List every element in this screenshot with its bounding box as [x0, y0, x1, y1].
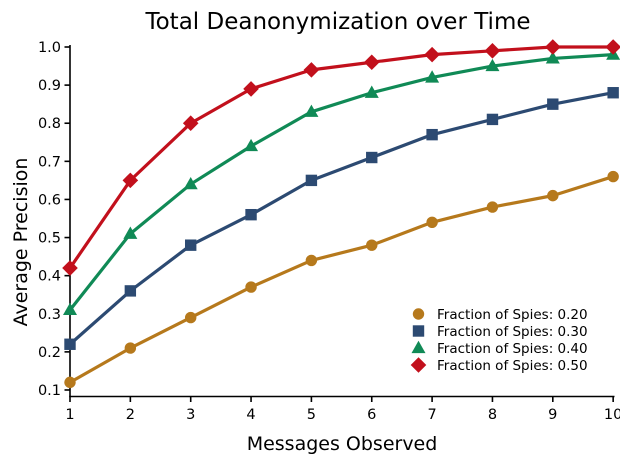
series-marker-1: [486, 113, 499, 126]
series-marker-3: [363, 54, 380, 71]
series-marker-3: [484, 43, 501, 59]
series-marker-3: [243, 81, 259, 97]
legend-label-2: Fraction of Spies: 0.40: [437, 341, 588, 357]
series-marker-2: [364, 85, 379, 98]
legend-marker-1: [412, 325, 425, 337]
series-marker-3: [303, 62, 320, 78]
series-marker-2: [123, 226, 138, 239]
x-tick-label: 2: [126, 407, 135, 423]
series-marker-1: [366, 151, 378, 164]
series-marker-2: [244, 138, 259, 152]
y-tick-label: 0.2: [38, 345, 61, 361]
axes: 0.1 0.2 0.3 0.4 0.5 0.6 0.7 0.8 0.9 1.0 1 2 3 4 5 6 7 8 9 1…: [38, 40, 620, 423]
x-tick-label: 7: [427, 407, 436, 423]
legend-label-3: Fraction of Spies: 0.50: [437, 358, 588, 374]
y-tick-label: 0.6: [38, 192, 61, 208]
series-marker-3: [424, 46, 440, 63]
series-marker-3: [122, 172, 139, 189]
y-tick-label: 0.8: [38, 116, 61, 132]
y-tick-label: 0.5: [38, 231, 61, 247]
data-series: [62, 39, 620, 389]
legend-marker-0: [412, 308, 425, 320]
series-marker-1: [426, 128, 438, 141]
series-marker-1: [547, 98, 559, 110]
y-tick-label: 0.7: [38, 154, 61, 170]
legend-label-0: Fraction of Spies: 0.20: [437, 307, 588, 323]
series-marker-2: [545, 51, 560, 64]
legend-marker-3: [410, 357, 427, 373]
series-marker-3: [62, 260, 78, 276]
series-marker-0: [547, 189, 559, 202]
y-tick-label: 0.3: [38, 307, 61, 323]
x-tick-label: 5: [307, 407, 316, 423]
series-line-3: [68, 45, 615, 270]
x-tick-label: 3: [186, 407, 195, 423]
y-axis-label: Average Precision: [10, 158, 32, 327]
series-marker-0: [426, 216, 438, 229]
series-marker-2: [304, 104, 319, 117]
series-marker-0: [486, 201, 499, 213]
series-marker-0: [607, 170, 619, 183]
series-marker-2: [425, 70, 440, 83]
series-marker-1: [607, 87, 619, 99]
series-marker-0: [124, 342, 137, 354]
series-marker-1: [185, 239, 197, 251]
x-axis-label: Messages Observed: [247, 433, 438, 455]
series-marker-0: [185, 311, 197, 324]
series-line-0: [68, 174, 615, 384]
x-tick-label: 8: [488, 407, 497, 423]
series-marker-3: [545, 39, 561, 55]
x-tick-label: 4: [246, 407, 255, 423]
series-marker-2: [63, 302, 77, 316]
series-line-2: [68, 53, 615, 312]
x-tick-label: 1: [65, 407, 74, 423]
series-marker-2: [485, 58, 500, 72]
y-tick-label: 0.9: [38, 78, 61, 94]
series-marker-0: [366, 239, 378, 251]
series-line-1: [68, 91, 615, 346]
series-marker-1: [305, 174, 318, 187]
x-tick-label: 9: [548, 407, 557, 423]
series-marker-3: [605, 39, 620, 55]
series-marker-0: [245, 281, 257, 293]
chart-title: Total Deanonymization over Time: [144, 9, 530, 35]
series-marker-1: [64, 338, 76, 350]
y-tick-label: 0.1: [38, 383, 61, 399]
legend-label-1: Fraction of Spies: 0.30: [437, 324, 588, 340]
series-marker-2: [183, 176, 198, 190]
series-marker-0: [64, 376, 76, 389]
series-marker-3: [182, 115, 199, 132]
y-tick-label: 1.0: [38, 40, 61, 56]
y-tick-label: 0.4: [38, 269, 61, 285]
series-marker-0: [305, 254, 318, 267]
series-marker-1: [245, 208, 257, 221]
x-tick-label: 10: [604, 407, 620, 423]
x-tick-label: 6: [367, 407, 376, 423]
series-marker-1: [124, 285, 137, 297]
legend-marker-2: [411, 340, 426, 354]
